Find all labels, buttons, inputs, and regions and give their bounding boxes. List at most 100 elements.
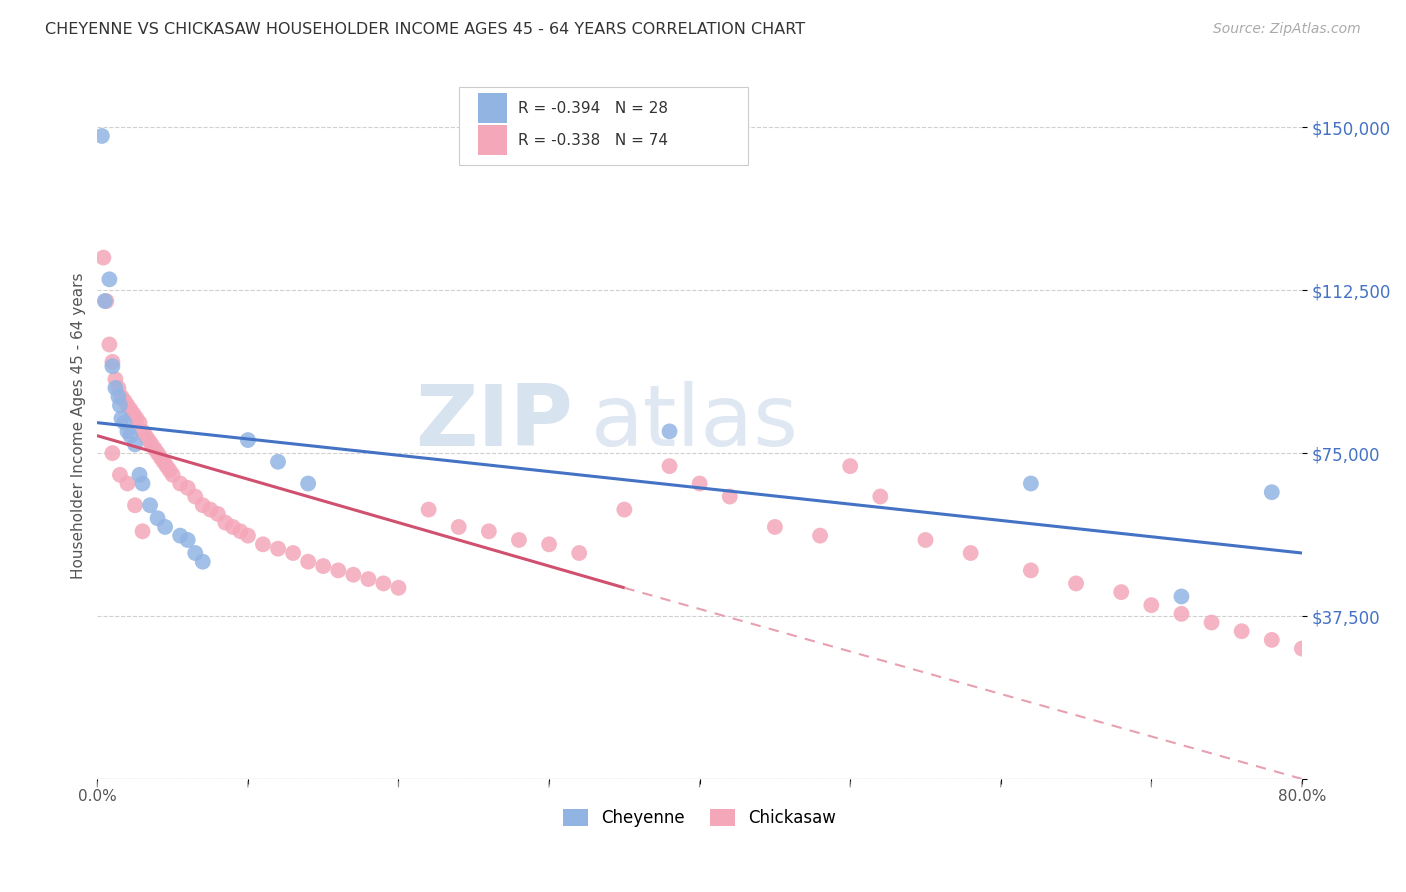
Point	[131, 476, 153, 491]
Point	[418, 502, 440, 516]
Point	[508, 533, 530, 547]
Point	[839, 459, 862, 474]
Point	[297, 476, 319, 491]
Point	[117, 425, 139, 439]
Point	[101, 355, 124, 369]
Point	[267, 455, 290, 469]
Point	[98, 337, 121, 351]
Point	[1064, 576, 1087, 591]
FancyBboxPatch shape	[478, 125, 508, 155]
Point	[141, 437, 163, 451]
Point	[1109, 585, 1132, 599]
Point	[139, 498, 162, 512]
Point	[149, 450, 172, 465]
Y-axis label: Householder Income Ages 45 - 64 years: Householder Income Ages 45 - 64 years	[72, 273, 86, 579]
Point	[808, 528, 831, 542]
Point	[236, 528, 259, 542]
Point	[914, 533, 936, 547]
Point	[312, 559, 335, 574]
Point	[176, 481, 198, 495]
Point	[120, 428, 142, 442]
Point	[107, 390, 129, 404]
Point	[101, 359, 124, 374]
Point	[146, 511, 169, 525]
FancyBboxPatch shape	[458, 87, 748, 165]
Point	[718, 490, 741, 504]
Point	[267, 541, 290, 556]
Point	[117, 476, 139, 491]
Point	[114, 416, 136, 430]
Point	[156, 459, 179, 474]
Point	[214, 516, 236, 530]
Point	[229, 524, 252, 539]
Point	[135, 428, 157, 442]
Point	[104, 372, 127, 386]
Point	[297, 555, 319, 569]
Point	[613, 502, 636, 516]
Point	[342, 567, 364, 582]
Legend: Cheyenne, Chickasaw: Cheyenne, Chickasaw	[557, 803, 842, 834]
Point	[169, 476, 191, 491]
Point	[143, 442, 166, 456]
Point	[328, 563, 350, 577]
Point	[200, 502, 222, 516]
Point	[538, 537, 561, 551]
Text: atlas: atlas	[591, 381, 799, 464]
Point	[184, 490, 207, 504]
Point	[128, 467, 150, 482]
Point	[169, 528, 191, 542]
Point	[90, 128, 112, 143]
Point	[252, 537, 274, 551]
Point	[110, 411, 132, 425]
Point	[108, 467, 131, 482]
Point	[131, 524, 153, 539]
Text: ZIP: ZIP	[415, 381, 574, 464]
Point	[125, 411, 148, 425]
Point	[152, 455, 174, 469]
Point	[1170, 590, 1192, 604]
Point	[94, 294, 117, 309]
Point	[1201, 615, 1223, 630]
Point	[93, 251, 115, 265]
Point	[131, 425, 153, 439]
Point	[96, 294, 118, 309]
Point	[176, 533, 198, 547]
Point	[146, 446, 169, 460]
Point	[281, 546, 304, 560]
Point	[107, 381, 129, 395]
Point	[222, 520, 245, 534]
Point	[207, 507, 229, 521]
Point	[184, 546, 207, 560]
Point	[568, 546, 591, 560]
Point	[1140, 598, 1163, 612]
Point	[108, 398, 131, 412]
Point	[117, 398, 139, 412]
Point	[120, 402, 142, 417]
Point	[153, 520, 176, 534]
Point	[162, 467, 184, 482]
Point	[138, 433, 160, 447]
Point	[1230, 624, 1253, 639]
Point	[191, 555, 214, 569]
FancyBboxPatch shape	[478, 94, 508, 123]
Point	[1170, 607, 1192, 621]
Point	[1019, 476, 1042, 491]
Point	[658, 459, 681, 474]
Point	[373, 576, 395, 591]
Point	[1261, 485, 1284, 500]
Point	[122, 407, 145, 421]
Point	[387, 581, 409, 595]
Point	[357, 572, 380, 586]
Point	[191, 498, 214, 512]
Point	[1019, 563, 1042, 577]
Point	[689, 476, 711, 491]
Point	[447, 520, 470, 534]
Point	[159, 463, 181, 477]
Point	[658, 425, 681, 439]
Text: R = -0.338   N = 74: R = -0.338 N = 74	[517, 133, 668, 147]
Point	[114, 394, 136, 409]
Point	[124, 498, 146, 512]
Point	[110, 390, 132, 404]
Text: CHEYENNE VS CHICKASAW HOUSEHOLDER INCOME AGES 45 - 64 YEARS CORRELATION CHART: CHEYENNE VS CHICKASAW HOUSEHOLDER INCOME…	[45, 22, 806, 37]
Point	[98, 272, 121, 286]
